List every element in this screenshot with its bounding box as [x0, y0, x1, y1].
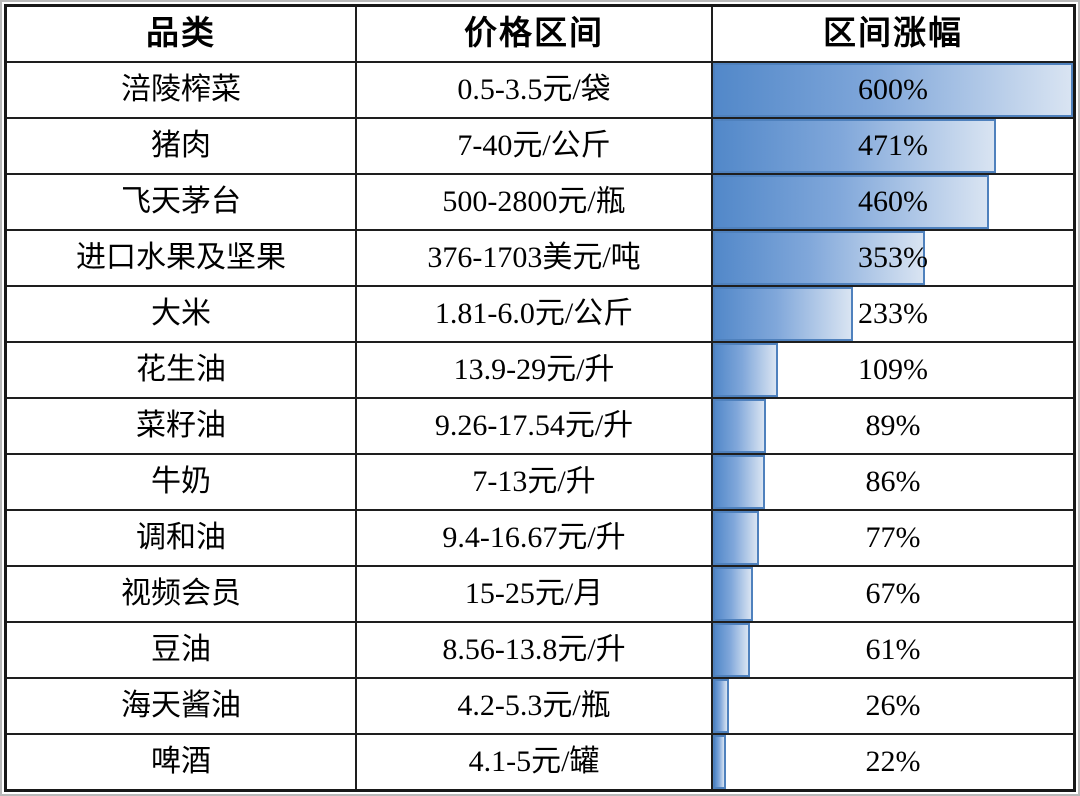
increase-label: 460%: [858, 185, 928, 218]
category-cell: 啤酒: [7, 735, 357, 789]
table-row: 飞天茅台 500-2800元/瓶 460%: [7, 173, 1073, 229]
category-cell: 菜籽油: [7, 399, 357, 453]
increase-cell: 86%: [713, 455, 1073, 509]
table-row: 豆油 8.56-13.8元/升 61%: [7, 621, 1073, 677]
category-cell: 牛奶: [7, 455, 357, 509]
table-row: 大米 1.81-6.0元/公斤 233%: [7, 285, 1073, 341]
increase-cell: 77%: [713, 511, 1073, 565]
table-row: 进口水果及坚果 376-1703美元/吨 353%: [7, 229, 1073, 285]
table-row: 花生油 13.9-29元/升 109%: [7, 341, 1073, 397]
increase-label: 233%: [858, 297, 928, 330]
increase-cell: 460%: [713, 175, 1073, 229]
price-range-cell: 8.56-13.8元/升: [357, 623, 713, 677]
category-cell: 视频会员: [7, 567, 357, 621]
increase-cell: 109%: [713, 343, 1073, 397]
increase-label: 67%: [865, 577, 921, 610]
price-range-cell: 15-25元/月: [357, 567, 713, 621]
price-range-cell: 0.5-3.5元/袋: [357, 63, 713, 117]
increase-cell: 61%: [713, 623, 1073, 677]
increase-cell: 67%: [713, 567, 1073, 621]
table-row: 涪陵榨菜 0.5-3.5元/袋 600%: [7, 61, 1073, 117]
category-cell: 海天酱油: [7, 679, 357, 733]
header-increase: 区间涨幅: [823, 15, 963, 52]
increase-label: 353%: [858, 241, 928, 274]
price-range-cell: 4.1-5元/罐: [357, 735, 713, 789]
category-cell: 涪陵榨菜: [7, 63, 357, 117]
category-cell: 进口水果及坚果: [7, 231, 357, 285]
category-cell: 豆油: [7, 623, 357, 677]
category-cell: 大米: [7, 287, 357, 341]
increase-label: 600%: [858, 73, 928, 106]
increase-bar: [713, 623, 750, 677]
increase-label: 109%: [858, 353, 928, 386]
increase-cell: 89%: [713, 399, 1073, 453]
header-category: 品类: [7, 7, 357, 61]
price-range-cell: 9.26-17.54元/升: [357, 399, 713, 453]
increase-bar: [713, 63, 1073, 117]
increase-bar: [713, 567, 754, 621]
price-range-cell: 500-2800元/瓶: [357, 175, 713, 229]
increase-cell: 233%: [713, 287, 1073, 341]
table-row: 视频会员 15-25元/月 67%: [7, 565, 1073, 621]
increase-label: 61%: [865, 633, 921, 666]
increase-label: 22%: [865, 745, 921, 778]
category-cell: 飞天茅台: [7, 175, 357, 229]
increase-bar: [713, 287, 853, 341]
increase-label: 86%: [865, 465, 921, 498]
increase-cell: 600%: [713, 63, 1073, 117]
price-range-cell: 13.9-29元/升: [357, 343, 713, 397]
increase-bar: [713, 735, 727, 789]
increase-cell: 353%: [713, 231, 1073, 285]
increase-cell: 471%: [713, 119, 1073, 173]
table-row: 菜籽油 9.26-17.54元/升 89%: [7, 397, 1073, 453]
price-range-cell: 7-13元/升: [357, 455, 713, 509]
increase-bar: [713, 119, 996, 173]
increase-bar: [713, 455, 765, 509]
increase-cell: 26%: [713, 679, 1073, 733]
price-range-cell: 4.2-5.3元/瓶: [357, 679, 713, 733]
table-row: 牛奶 7-13元/升 86%: [7, 453, 1073, 509]
category-cell: 花生油: [7, 343, 357, 397]
increase-bar: [713, 511, 760, 565]
increase-bar: [713, 343, 779, 397]
price-range-cell: 7-40元/公斤: [357, 119, 713, 173]
increase-label: 26%: [865, 689, 921, 722]
category-cell: 调和油: [7, 511, 357, 565]
price-range-cell: 9.4-16.67元/升: [357, 511, 713, 565]
increase-bar: [713, 231, 925, 285]
category-cell: 猪肉: [7, 119, 357, 173]
increase-bar: [713, 679, 729, 733]
table-row: 啤酒 4.1-5元/罐 22%: [7, 733, 1073, 789]
increase-label: 77%: [865, 521, 921, 554]
increase-cell: 22%: [713, 735, 1073, 789]
price-increase-table: 品类 价格区间 区间涨幅 涪陵榨菜 0.5-3.5元/袋 600% 猪肉 7-4…: [4, 4, 1076, 792]
header-price-range: 价格区间: [357, 7, 713, 61]
increase-bar: [713, 175, 989, 229]
increase-bar: [713, 399, 767, 453]
table-row: 调和油 9.4-16.67元/升 77%: [7, 509, 1073, 565]
table-row: 海天酱油 4.2-5.3元/瓶 26%: [7, 677, 1073, 733]
price-range-cell: 1.81-6.0元/公斤: [357, 287, 713, 341]
increase-label: 89%: [865, 409, 921, 442]
increase-label: 471%: [858, 129, 928, 162]
table-header-row: 品类 价格区间 区间涨幅: [7, 7, 1073, 61]
table-row: 猪肉 7-40元/公斤 471%: [7, 117, 1073, 173]
price-range-cell: 376-1703美元/吨: [357, 231, 713, 285]
